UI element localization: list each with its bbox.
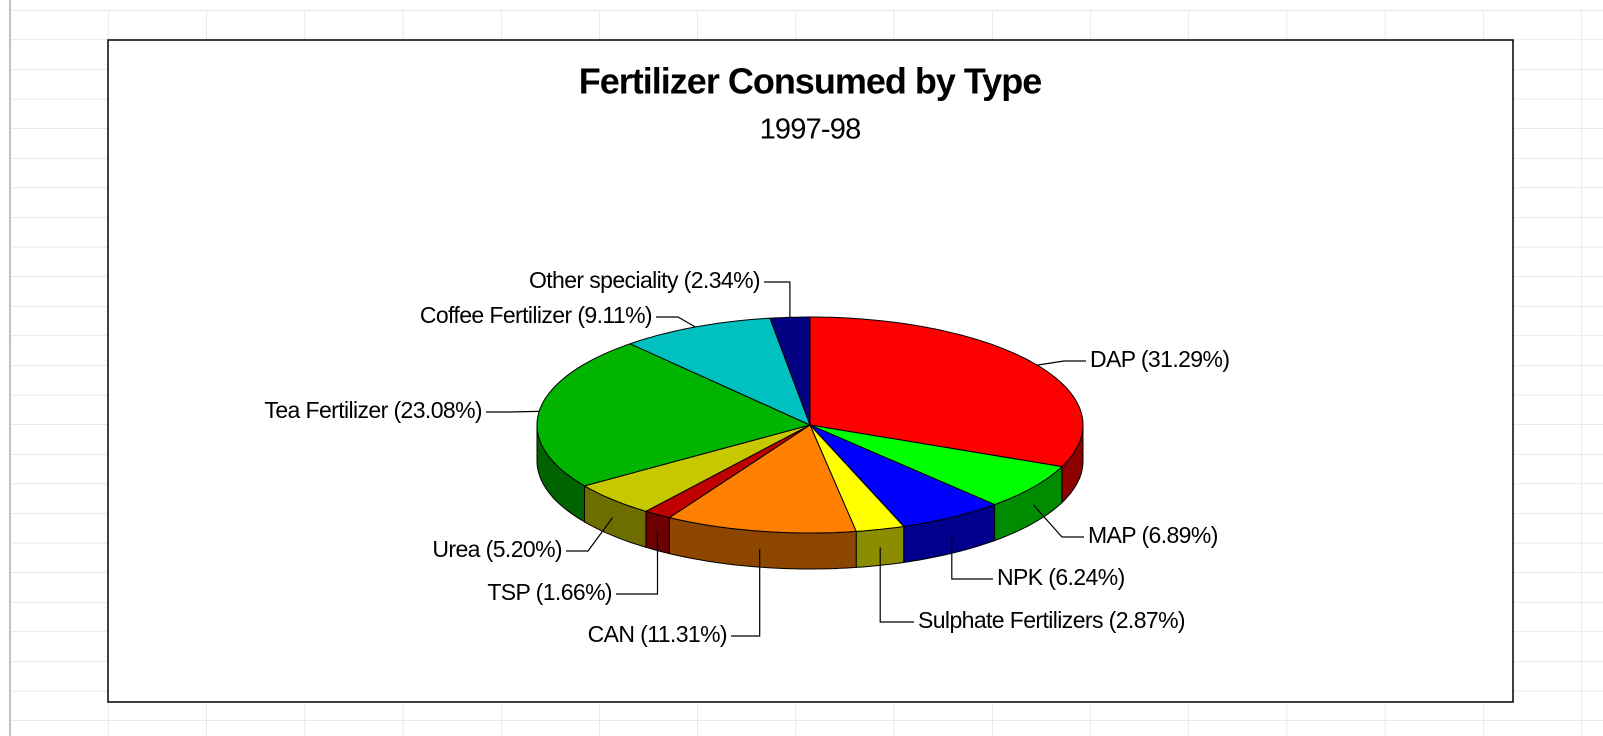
- data-label: CAN (11.31%): [588, 621, 727, 647]
- slice: [583, 424, 811, 512]
- category-name: TSP: [487, 579, 530, 605]
- slice: [668, 424, 857, 534]
- category-name: MAP: [1088, 522, 1136, 548]
- chart-subtitle: 1997-98: [760, 114, 861, 146]
- value-label: (31.29%): [1141, 346, 1230, 372]
- leader-line: [764, 281, 791, 318]
- data-label: Tea Fertilizer (23.08%): [264, 397, 482, 423]
- value-label: (9.11%): [577, 302, 652, 328]
- data-label: Urea (5.20%): [432, 536, 562, 562]
- value-label: (6.24%): [1048, 564, 1124, 590]
- value-label: (1.66%): [536, 579, 612, 605]
- data-label: TSP (1.66%): [487, 579, 612, 605]
- slice: [809, 424, 905, 532]
- category-name: CAN: [588, 621, 635, 647]
- value-label: (11.31%): [640, 621, 727, 647]
- leader-line: [486, 410, 540, 413]
- value-label: (6.89%): [1141, 522, 1217, 548]
- category-name: Other speciality: [529, 267, 679, 293]
- category-name: NPK: [997, 564, 1044, 590]
- pie: DAP (31.29%) MAP (6.89%) NPK (6.24%) Sulpha…: [264, 267, 1230, 647]
- category-name: DAP: [1090, 346, 1136, 372]
- chart-title: Fertilizer Consumed by Type: [579, 61, 1041, 102]
- data-label: DAP (31.29%): [1090, 346, 1229, 372]
- leader-line: [566, 517, 614, 552]
- data-label: NPK (6.24%): [997, 564, 1125, 590]
- value-label: (23.08%): [393, 397, 482, 423]
- category-name: Urea: [432, 536, 480, 562]
- leader-line: [616, 532, 659, 595]
- leader-line: [1033, 504, 1084, 538]
- leader-line: [731, 549, 761, 637]
- slice: [809, 424, 1063, 506]
- slice: [644, 424, 811, 519]
- value-label: (2.34%): [684, 267, 760, 293]
- leader-line: [656, 316, 696, 328]
- category-name: Coffee Fertilizer: [420, 302, 573, 328]
- slice: [809, 424, 996, 527]
- category-name: Sulphate Fertilizers: [918, 607, 1103, 633]
- value-label: (5.20%): [486, 536, 562, 562]
- data-label: Coffee Fertilizer (9.11%): [420, 302, 652, 328]
- leader-line: [951, 535, 993, 580]
- data-label: Other speciality (2.34%): [529, 267, 760, 293]
- data-label: MAP (6.89%): [1088, 522, 1218, 548]
- leader-line: [1037, 360, 1086, 366]
- leader-line: [879, 547, 914, 623]
- value-label: (2.87%): [1109, 607, 1185, 633]
- data-label: Sulphate Fertilizers (2.87%): [918, 607, 1185, 633]
- category-name: Tea Fertilizer: [264, 397, 388, 423]
